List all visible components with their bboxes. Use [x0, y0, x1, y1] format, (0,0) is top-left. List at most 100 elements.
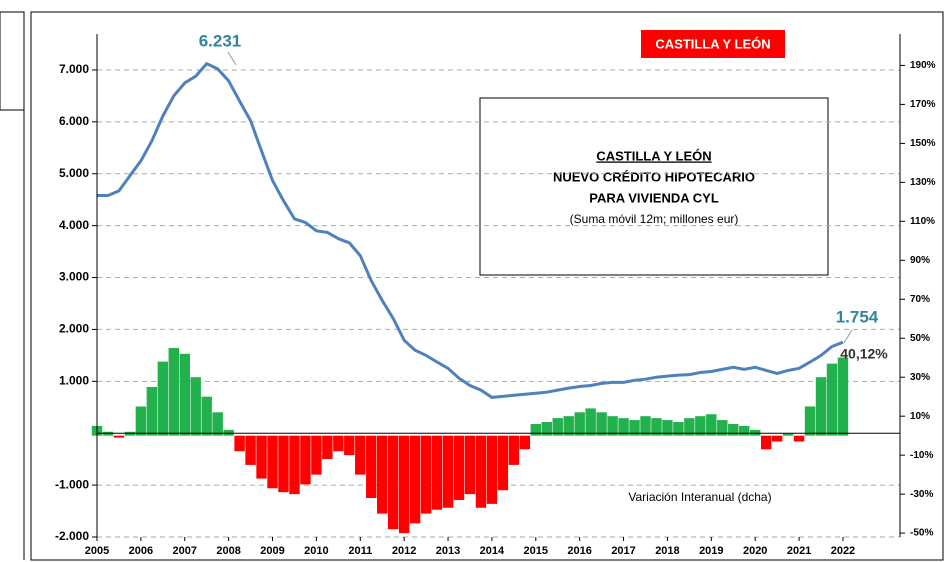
bar	[475, 435, 487, 508]
box-title: CASTILLA Y LEÓN	[596, 148, 711, 163]
bar	[278, 435, 289, 493]
annotation: 40,12%	[840, 346, 888, 362]
bar	[640, 416, 651, 436]
box-note: (Suma móvil 12m; millones eur)	[570, 212, 739, 226]
bar	[662, 420, 673, 436]
x-tick-label: 2019	[699, 545, 723, 557]
line	[97, 61, 844, 399]
badge: CASTILLA Y LEÓN	[655, 36, 770, 51]
y-tick-label: 6.000	[59, 114, 89, 128]
y2-tick-label: 10%	[910, 411, 930, 422]
x-tick-label: 2011	[348, 545, 372, 557]
x-tick-label: 2008	[216, 545, 240, 557]
x-tick-label: 2012	[392, 545, 416, 557]
bar	[190, 377, 201, 436]
bar	[695, 416, 706, 436]
bar	[739, 425, 750, 436]
bar	[387, 435, 399, 530]
y2-tick-label: 70%	[910, 294, 930, 305]
y-tick-label: -1.000	[55, 477, 89, 491]
bar	[519, 435, 531, 450]
y-tick-label: 5.000	[59, 166, 89, 180]
series-label: Variación Interanual (dcha)	[628, 490, 771, 504]
bar	[596, 412, 607, 436]
y2-tick-label: -10%	[910, 450, 933, 461]
bar	[574, 412, 585, 436]
bar	[102, 431, 114, 436]
bar	[837, 357, 849, 436]
bar	[322, 435, 333, 460]
x-tick-label: 2010	[304, 545, 328, 557]
y-tick-label: 4.000	[59, 218, 89, 232]
bar	[651, 418, 662, 436]
y-tick-label: 2.000	[59, 322, 89, 336]
bar	[124, 431, 136, 436]
bar	[212, 412, 223, 436]
y-tick-label: -2.000	[55, 529, 89, 543]
bar	[366, 435, 377, 499]
y2-tick-label: 130%	[910, 177, 936, 188]
bar	[497, 435, 509, 491]
y2-tick-label: 110%	[910, 216, 935, 227]
bar	[300, 435, 311, 485]
y-tick-label: 3.000	[59, 270, 89, 284]
x-tick-label: 2016	[567, 545, 591, 557]
bar	[464, 435, 476, 495]
bar	[157, 361, 169, 436]
bar	[563, 416, 574, 436]
y2-tick-label: 50%	[910, 333, 930, 344]
bar	[508, 435, 520, 465]
bar	[684, 418, 695, 436]
bar	[256, 435, 267, 479]
bar	[289, 435, 300, 495]
bar	[728, 423, 739, 436]
bar	[793, 435, 805, 442]
x-tick-label: 2006	[129, 545, 153, 557]
bar	[804, 406, 816, 436]
bar	[398, 435, 410, 534]
annotation-leader	[227, 51, 237, 66]
x-tick-label: 2022	[831, 545, 855, 557]
x-tick-label: 2005	[85, 545, 109, 557]
bar	[442, 435, 454, 508]
bar	[355, 435, 366, 475]
annotation: 6.231	[199, 31, 242, 50]
x-tick-label: 2020	[743, 545, 767, 557]
bar	[552, 418, 563, 436]
y2-tick-label: 190%	[910, 60, 936, 71]
bar	[673, 422, 684, 436]
x-tick-label: 2017	[611, 545, 635, 557]
x-tick-label: 2018	[655, 545, 679, 557]
bar	[333, 435, 344, 452]
text-box	[479, 97, 829, 276]
bar	[113, 435, 125, 438]
bar	[530, 423, 542, 436]
bar	[135, 406, 147, 436]
bar	[245, 435, 256, 465]
bar	[585, 408, 596, 436]
badge-box	[641, 30, 785, 58]
x-tick-label: 2015	[524, 545, 548, 557]
bar	[782, 433, 794, 436]
y-tick-label: 1.000	[59, 373, 89, 387]
y2-tick-label: -50%	[910, 528, 933, 539]
bar	[267, 435, 278, 489]
bar	[146, 386, 158, 436]
bar	[629, 420, 640, 436]
bar	[311, 435, 322, 475]
x-tick-label: 2013	[436, 545, 460, 557]
bar	[453, 435, 465, 500]
x-tick-label: 2007	[173, 545, 197, 557]
box-line: PARA VIVIENDA CYL	[589, 190, 719, 205]
bar	[344, 435, 355, 456]
bar	[815, 377, 827, 436]
bar	[431, 435, 443, 510]
annotation: 1.754	[836, 307, 879, 326]
bar	[541, 422, 552, 436]
x-tick-label: 2009	[260, 545, 284, 557]
bar	[717, 420, 728, 436]
bar	[771, 435, 783, 442]
bar	[760, 435, 772, 450]
box-line: NUEVO CRÉDITO HIPOTECARIO	[553, 169, 755, 184]
